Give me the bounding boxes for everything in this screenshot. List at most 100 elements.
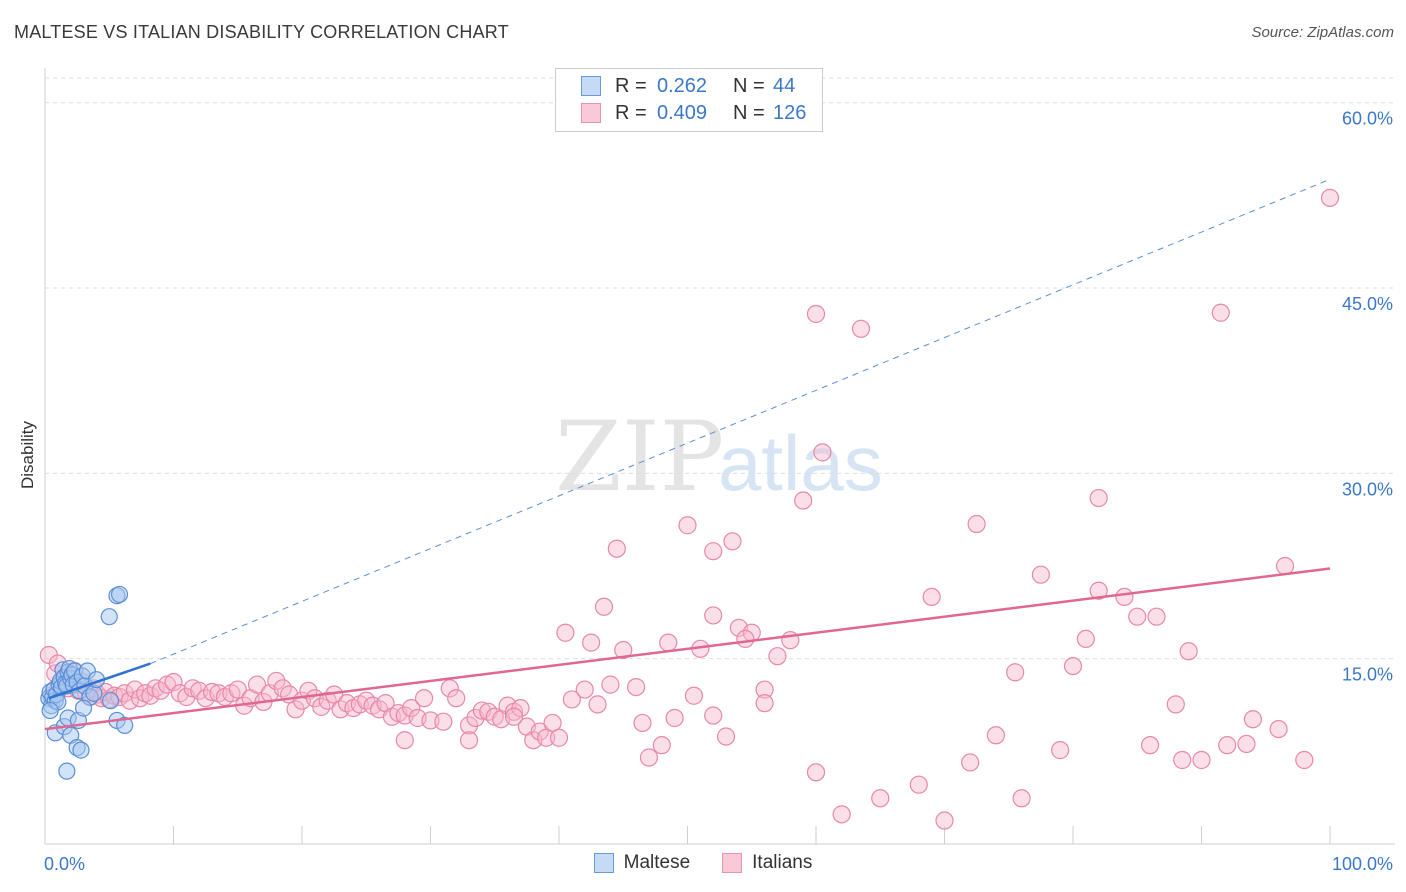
source-label: Source: ZipAtlas.com — [1251, 24, 1394, 41]
italians-point — [626, 677, 646, 697]
italians-point — [247, 675, 267, 694]
italians-point — [582, 633, 601, 652]
italians-point — [447, 689, 466, 708]
legend-row-italians: R = 0.409 N = 126 — [581, 101, 806, 125]
legend-row-maltese: R = 0.262 N = 44 — [581, 74, 795, 98]
italians-point — [909, 775, 928, 794]
italians-point — [1089, 488, 1108, 508]
italians-point — [1275, 556, 1295, 576]
italians-point — [704, 542, 723, 561]
maltese-point — [101, 692, 120, 710]
italians-point — [588, 695, 607, 714]
italians-point — [459, 716, 479, 735]
italians-point — [935, 811, 954, 830]
italians-point — [832, 805, 851, 824]
chart-title: MALTESE VS ITALIAN DISABILITY CORRELATIO… — [14, 22, 509, 42]
italians-point — [1031, 565, 1050, 584]
series-legend: Maltese Italians — [0, 852, 1406, 874]
italians-point — [986, 726, 1006, 745]
italians-point — [556, 623, 575, 642]
r-label: R = — [615, 74, 647, 97]
italians-point — [1295, 750, 1314, 770]
italians-point — [1115, 587, 1134, 607]
maltese-point — [100, 608, 118, 626]
italians-point — [440, 679, 459, 698]
italians-legend-label: Italians — [752, 852, 813, 873]
italians-point — [768, 647, 787, 666]
y-tick-label: 30.0% — [1342, 479, 1393, 499]
maltese-point — [116, 716, 134, 734]
italians-point — [871, 789, 890, 808]
italians-point — [723, 532, 742, 551]
italians-point — [1179, 642, 1198, 661]
italians-point — [806, 304, 826, 324]
italians-point — [607, 539, 626, 558]
italians-point — [1051, 741, 1070, 760]
italians-point — [414, 689, 434, 708]
italians-point — [1166, 695, 1185, 714]
italians-point — [594, 597, 614, 616]
italians-point — [164, 673, 183, 692]
x-tick-label: 100.0% — [1332, 854, 1393, 874]
italians-point — [961, 753, 980, 772]
italians-point — [922, 587, 941, 607]
italians-point — [1128, 607, 1147, 626]
italians-point — [806, 763, 826, 782]
italians-point — [1192, 750, 1211, 770]
italians-point — [1237, 734, 1256, 754]
maltese-swatch — [581, 76, 601, 96]
maltese-point — [110, 585, 129, 604]
n-label: N = — [733, 74, 765, 97]
italians-point — [1218, 736, 1237, 755]
italians-point — [125, 680, 145, 699]
italians-point — [614, 640, 633, 660]
n-value: 126 — [773, 101, 807, 124]
italians-point — [704, 606, 723, 625]
italians-point — [1076, 629, 1095, 649]
italians-point — [1012, 789, 1031, 808]
correlation-legend: R = 0.262 N = 44 R = 0.409 N = 126 — [555, 68, 823, 132]
italians-point — [549, 728, 569, 747]
italians-point — [633, 713, 652, 733]
italians-point — [704, 706, 723, 725]
italians-point — [267, 671, 286, 691]
italians-point — [794, 491, 813, 510]
italians-point — [1211, 303, 1230, 322]
maltese-point — [72, 741, 90, 759]
italians-point — [562, 690, 581, 709]
maltese-trend-extension — [150, 178, 1331, 665]
italians-point — [716, 727, 736, 746]
italians-point — [190, 681, 209, 700]
maltese-point — [41, 701, 59, 720]
italians-point — [504, 707, 524, 726]
legend-item-italians[interactable]: Italians — [722, 852, 812, 874]
italians-point — [1140, 736, 1160, 755]
watermark-zip: ZIP — [555, 401, 724, 513]
y-tick-label: 60.0% — [1342, 109, 1393, 129]
italians-point — [967, 514, 986, 534]
maltese-point — [58, 762, 76, 780]
italians-point — [639, 748, 659, 767]
italians-point — [684, 686, 704, 705]
legend-item-maltese[interactable]: Maltese — [593, 852, 690, 874]
italians-point — [755, 680, 774, 699]
italians-point — [665, 708, 684, 728]
n-value: 44 — [773, 74, 796, 97]
r-label: R = — [615, 101, 647, 124]
maltese-point — [74, 699, 93, 717]
italians-point — [1089, 581, 1108, 600]
italians-trend-line — [44, 567, 1331, 731]
italians-point — [459, 731, 479, 750]
italians-point — [851, 319, 871, 338]
italians-point — [755, 694, 774, 713]
italians-point — [813, 443, 832, 462]
italians-point — [736, 629, 755, 649]
italians-point — [601, 675, 620, 694]
n-label: N = — [733, 101, 765, 124]
maltese-legend-swatch — [593, 853, 614, 873]
italians-point — [421, 711, 440, 730]
italians-point — [228, 680, 247, 699]
y-tick-label: 45.0% — [1342, 294, 1393, 314]
y-tick-label: 15.0% — [1342, 665, 1393, 685]
